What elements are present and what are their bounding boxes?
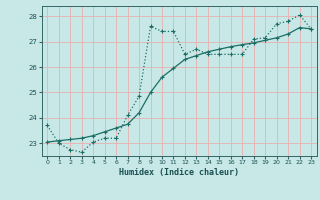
X-axis label: Humidex (Indice chaleur): Humidex (Indice chaleur) bbox=[119, 168, 239, 177]
